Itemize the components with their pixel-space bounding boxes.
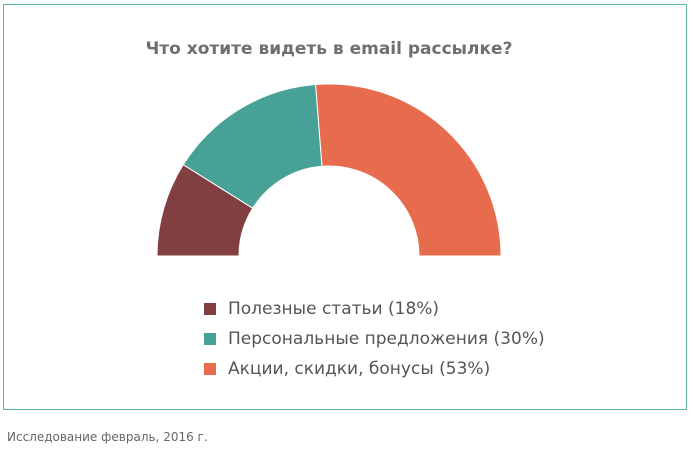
chart-legend: Полезные статьи (18%) Персональные предл… [204,294,545,384]
legend-swatch [204,363,216,375]
chart-frame: Что хотите видеть в email рассылке? Поле… [3,4,687,410]
legend-label: Полезные статьи (18%) [228,299,440,319]
chart-title: Что хотите видеть в email рассылке? [145,39,513,59]
chart-slices [156,83,502,257]
semi-donut-chart [156,83,502,257]
legend-item-personal-offers: Персональные предложения (30%) [204,324,545,354]
legend-swatch [204,303,216,315]
slice-promotions [315,83,502,257]
legend-item-useful-articles: Полезные статьи (18%) [204,294,545,324]
source-caption: Исследование февраль, 2016 г. [7,430,208,444]
legend-swatch [204,333,216,345]
legend-label: Акции, скидки, бонусы (53%) [228,359,491,379]
legend-label: Персональные предложения (30%) [228,329,545,349]
legend-item-promotions: Акции, скидки, бонусы (53%) [204,354,545,384]
